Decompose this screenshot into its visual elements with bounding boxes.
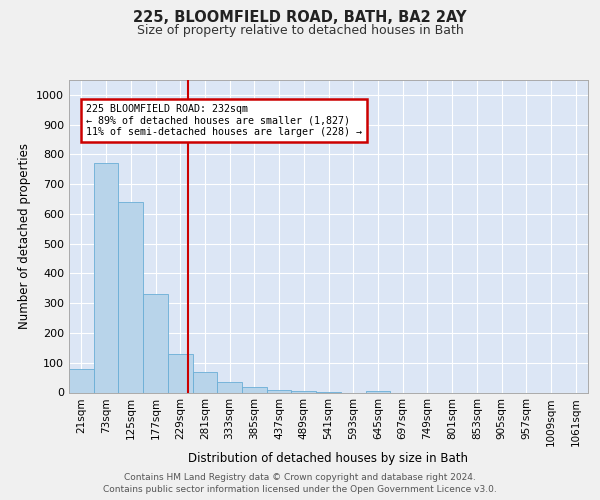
Text: Size of property relative to detached houses in Bath: Size of property relative to detached ho…	[137, 24, 463, 37]
X-axis label: Distribution of detached houses by size in Bath: Distribution of detached houses by size …	[188, 452, 469, 464]
Text: 225 BLOOMFIELD ROAD: 232sqm
← 89% of detached houses are smaller (1,827)
11% of : 225 BLOOMFIELD ROAD: 232sqm ← 89% of det…	[86, 104, 362, 137]
Bar	[69, 368, 94, 392]
Text: Contains HM Land Registry data © Crown copyright and database right 2024.: Contains HM Land Registry data © Crown c…	[124, 472, 476, 482]
Bar	[292, 391, 316, 392]
Bar	[365, 391, 390, 392]
Text: 225, BLOOMFIELD ROAD, BATH, BA2 2AY: 225, BLOOMFIELD ROAD, BATH, BA2 2AY	[133, 10, 467, 25]
Y-axis label: Number of detached properties: Number of detached properties	[17, 143, 31, 329]
Bar	[193, 372, 217, 392]
Text: Contains public sector information licensed under the Open Government Licence v3: Contains public sector information licen…	[103, 485, 497, 494]
Bar	[94, 164, 118, 392]
Bar	[143, 294, 168, 392]
Bar	[217, 382, 242, 392]
Bar	[118, 202, 143, 392]
Bar	[267, 390, 292, 392]
Bar	[168, 354, 193, 393]
Bar	[242, 386, 267, 392]
